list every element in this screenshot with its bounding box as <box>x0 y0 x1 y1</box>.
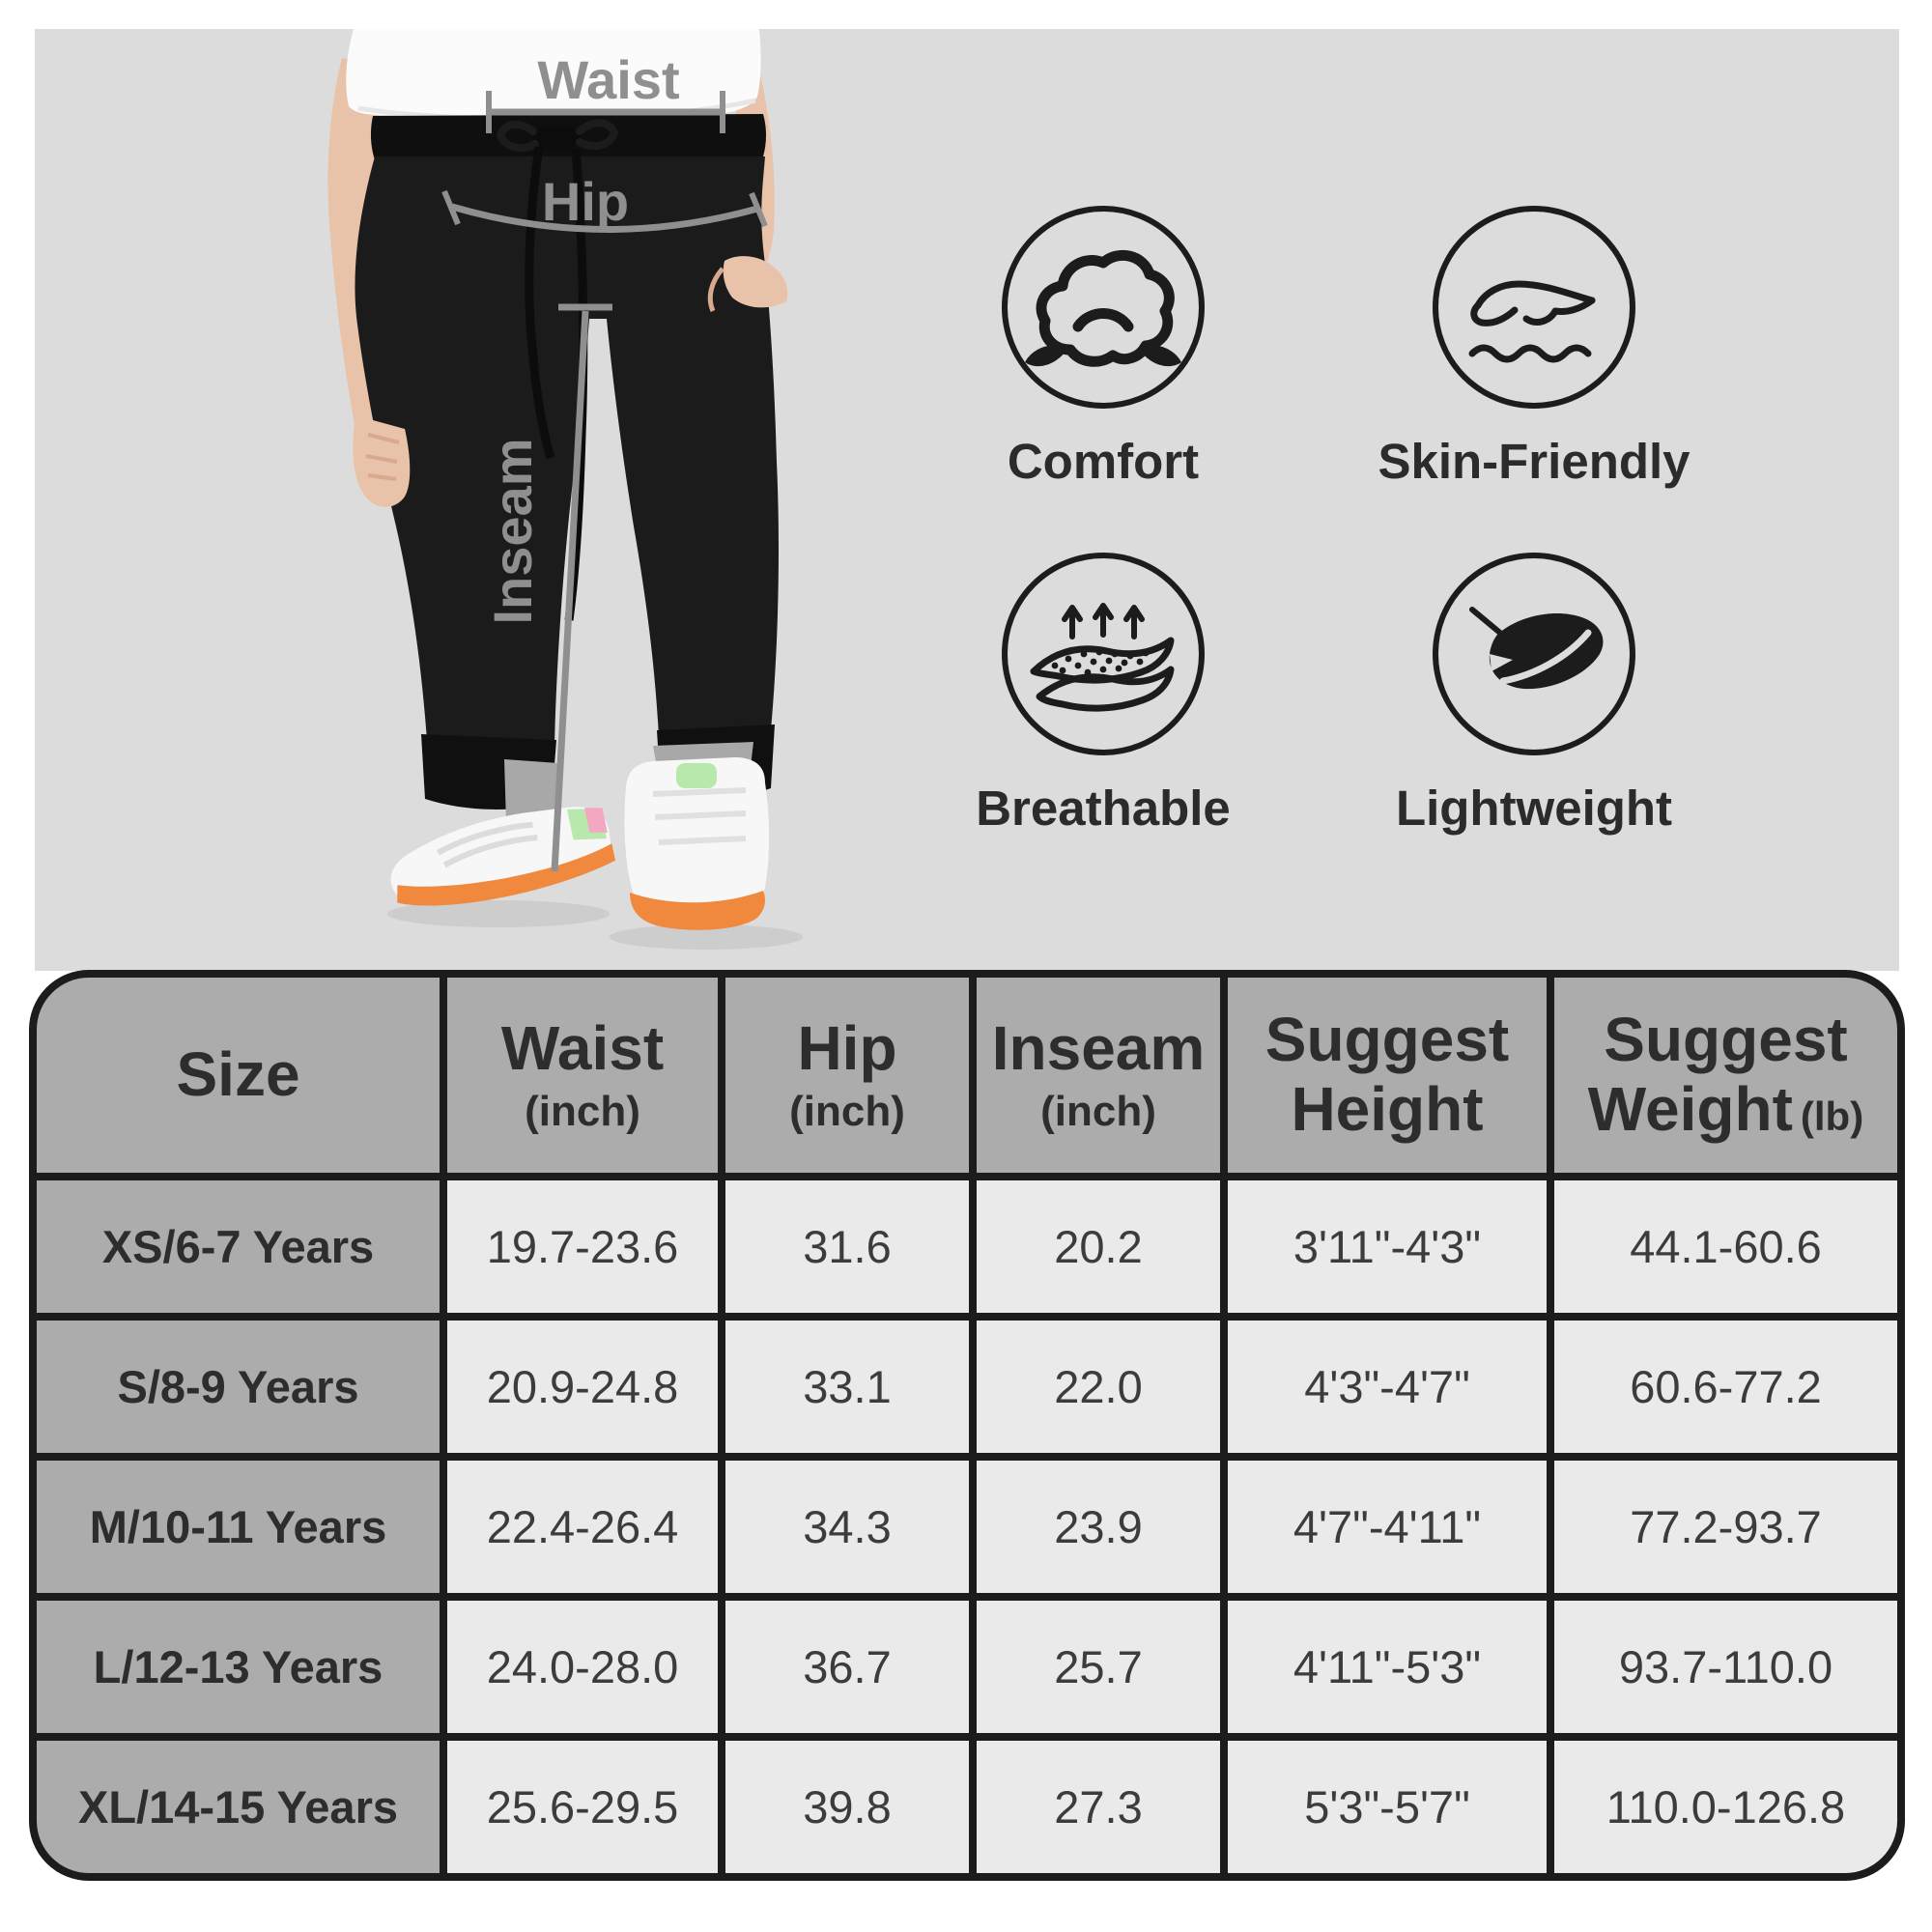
header-unit: (lb) <box>1800 1094 1864 1139</box>
waist-annotation-label: Waist <box>537 49 679 110</box>
header-label: Suggest <box>1604 1005 1848 1075</box>
table-row-size-label: XL/14-15 Years <box>37 1741 440 1873</box>
table-cell-weight: 110.0-126.8 <box>1554 1741 1897 1873</box>
cotton-icon <box>910 203 1296 412</box>
model-measurement-illustration: Waist Hip Inseam <box>327 29 803 950</box>
hip-measure-tick <box>441 189 461 226</box>
drawstring-loop <box>497 120 539 153</box>
table-cell-height: 4'11"-5'3" <box>1228 1601 1547 1733</box>
header-label: Suggest <box>1264 1005 1510 1075</box>
table-header-size: Size <box>37 978 440 1173</box>
header-label: Height <box>1291 1074 1484 1144</box>
table-cell-height: 4'7"-4'11" <box>1228 1461 1547 1593</box>
feature-label: Lightweight <box>1395 781 1673 836</box>
table-header-waist: Waist (inch) <box>447 978 718 1173</box>
feature-skin-friendly: Skin-Friendly <box>1341 203 1727 490</box>
drawstring-knot <box>533 125 580 150</box>
table-cell-weight: 44.1-60.6 <box>1554 1180 1897 1313</box>
shoe-shadow <box>610 924 803 950</box>
table-cell-height: 5'3"-5'7" <box>1228 1741 1547 1873</box>
header-label: Weight (lb) <box>1587 1074 1864 1144</box>
header-unit: (inch) <box>525 1087 640 1135</box>
shoe-shadow <box>387 900 610 927</box>
table-cell-weight: 77.2-93.7 <box>1554 1461 1897 1593</box>
feature-comfort: Comfort <box>910 203 1296 490</box>
inseam-annotation-label: Inseam <box>482 439 543 625</box>
hand-fabric-icon <box>1341 203 1727 412</box>
table-header-suggest-weight: Suggest Weight (lb) <box>1554 978 1897 1173</box>
feature-lightweight: Lightweight <box>1341 550 1727 837</box>
hip-annotation-label: Hip <box>542 171 629 232</box>
table-cell-hip: 33.1 <box>725 1321 969 1453</box>
hip-measure-line <box>451 203 758 233</box>
jogger-pants <box>355 156 779 746</box>
table-cell-waist: 25.6-29.5 <box>447 1741 718 1873</box>
table-cell-weight: 93.7-110.0 <box>1554 1601 1897 1733</box>
left-hand <box>353 415 411 507</box>
table-cell-hip: 39.8 <box>725 1741 969 1873</box>
feature-label: Breathable <box>976 781 1231 836</box>
table-cell-hip: 36.7 <box>725 1601 969 1733</box>
size-table: Size Waist (inch) Hip (inch) Inseam (inc… <box>29 970 1905 1881</box>
table-cell-inseam: 22.0 <box>977 1321 1220 1453</box>
drawstring-cord <box>525 146 555 460</box>
right-thumb <box>707 267 724 312</box>
table-cell-inseam: 23.9 <box>977 1461 1220 1593</box>
header-label: Inseam <box>991 1013 1206 1084</box>
header-label: Waist <box>500 1013 665 1084</box>
hip-measure-tick <box>749 191 768 228</box>
table-row-size-label: S/8-9 Years <box>37 1321 440 1453</box>
breathable-fabric-icon <box>910 550 1296 758</box>
table-cell-inseam: 27.3 <box>977 1741 1220 1873</box>
header-label: Hip <box>797 1013 897 1084</box>
feature-label: Skin-Friendly <box>1378 434 1690 489</box>
right-shoe <box>624 742 770 930</box>
top-panel: Waist Hip Inseam Comf <box>35 29 1899 971</box>
table-cell-weight: 60.6-77.2 <box>1554 1321 1897 1453</box>
feather-icon <box>1341 550 1727 758</box>
inseam-measure-line <box>551 310 589 872</box>
table-cell-height: 3'11"-4'3" <box>1228 1180 1547 1313</box>
table-row-size-label: XS/6-7 Years <box>37 1180 440 1313</box>
table-cell-height: 4'3"-4'7" <box>1228 1321 1547 1453</box>
table-cell-waist: 24.0-28.0 <box>447 1601 718 1733</box>
header-label: Size <box>176 1039 300 1110</box>
table-cell-waist: 22.4-26.4 <box>447 1461 718 1593</box>
table-header-hip: Hip (inch) <box>725 978 969 1173</box>
table-row-size-label: M/10-11 Years <box>37 1461 440 1593</box>
table-cell-inseam: 25.7 <box>977 1601 1220 1733</box>
table-header-suggest-height: Suggest Height <box>1228 978 1547 1173</box>
table-row-size-label: L/12-13 Years <box>37 1601 440 1733</box>
feature-breathable: Breathable <box>910 550 1296 837</box>
table-cell-hip: 31.6 <box>725 1180 969 1313</box>
right-hand-in-pocket <box>723 256 788 308</box>
table-cell-waist: 20.9-24.8 <box>447 1321 718 1453</box>
drawstring-loop <box>576 119 618 151</box>
table-cell-hip: 34.3 <box>725 1461 969 1593</box>
header-unit: (inch) <box>789 1087 905 1135</box>
table-cell-inseam: 20.2 <box>977 1180 1220 1313</box>
tshirt <box>346 29 761 116</box>
left-hand-fingers <box>365 433 400 481</box>
feature-label: Comfort <box>1007 434 1200 489</box>
table-header-inseam: Inseam (inch) <box>977 978 1220 1173</box>
header-unit: (inch) <box>1040 1087 1156 1135</box>
table-cell-waist: 19.7-23.6 <box>447 1180 718 1313</box>
